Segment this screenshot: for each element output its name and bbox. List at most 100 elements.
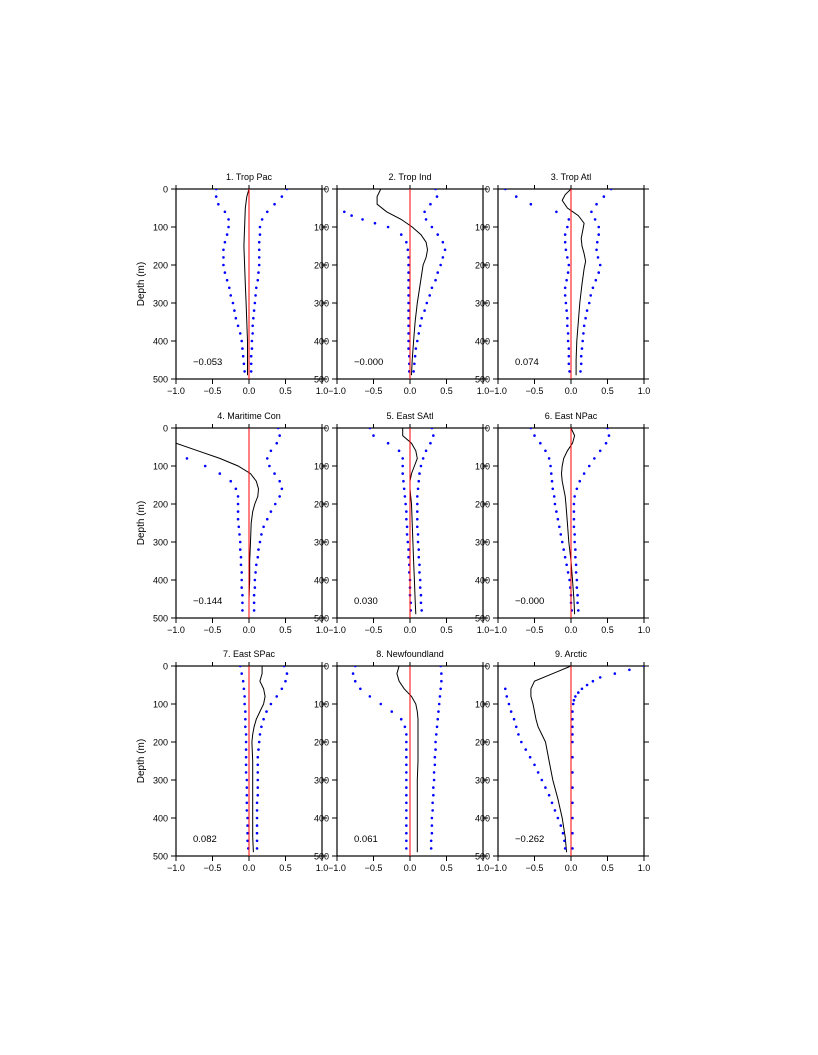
data-point xyxy=(244,771,248,774)
data-point xyxy=(574,695,577,698)
data-point xyxy=(628,668,631,672)
y-tick-label: 200 xyxy=(314,261,329,271)
data-point xyxy=(405,755,408,759)
x-tick-label: 0.5 xyxy=(440,625,453,635)
data-point xyxy=(407,301,410,305)
data-point xyxy=(597,271,601,274)
data-point xyxy=(407,339,410,343)
data-point xyxy=(225,278,229,282)
data-point xyxy=(419,601,423,605)
data-point xyxy=(443,248,447,252)
data-point xyxy=(405,510,408,513)
y-tick-label: 200 xyxy=(153,738,168,748)
y-tick-label: 0 xyxy=(163,424,168,434)
data-point xyxy=(572,525,576,529)
data-point xyxy=(405,733,408,736)
x-tick-label: 1.0 xyxy=(477,863,490,873)
data-point xyxy=(249,362,253,366)
data-point xyxy=(252,601,256,605)
x-tick-label: 1.0 xyxy=(638,863,651,873)
data-point xyxy=(217,202,220,206)
data-point xyxy=(241,347,244,350)
x-tick-label: 1.0 xyxy=(316,625,329,635)
correlation-value: 0.082 xyxy=(193,834,217,845)
data-point xyxy=(244,710,247,713)
data-point xyxy=(256,763,260,767)
x-tick-label: 1.0 xyxy=(477,625,490,635)
data-point xyxy=(257,240,261,244)
data-point xyxy=(241,679,245,683)
data-point xyxy=(257,271,260,274)
y-tick-label: 500 xyxy=(153,852,168,862)
data-point xyxy=(278,479,281,483)
x-tick-label: −1.0 xyxy=(328,386,346,396)
data-point xyxy=(265,710,268,713)
data-point xyxy=(430,225,434,229)
data-point xyxy=(276,428,280,430)
data-point xyxy=(571,771,574,774)
data-point xyxy=(245,793,249,797)
y-tick-label: 100 xyxy=(153,462,168,472)
data-point xyxy=(246,824,249,827)
data-point xyxy=(431,809,434,812)
data-point xyxy=(536,771,540,774)
data-point xyxy=(405,847,408,850)
data-point xyxy=(238,332,242,335)
data-point xyxy=(418,586,422,589)
data-point xyxy=(514,195,518,198)
data-point xyxy=(258,225,262,229)
data-point xyxy=(549,464,552,468)
series-line xyxy=(561,189,587,376)
data-point xyxy=(386,225,390,229)
data-point xyxy=(429,202,432,206)
x-tick-label: −0.5 xyxy=(204,863,222,873)
data-point xyxy=(593,457,596,460)
data-point xyxy=(254,563,258,567)
x-tick-label: 0.5 xyxy=(279,625,292,635)
data-point xyxy=(416,517,419,521)
data-point xyxy=(571,801,574,805)
data-point xyxy=(436,717,440,721)
data-point xyxy=(441,240,445,244)
y-tick-label: 400 xyxy=(153,576,168,586)
data-point xyxy=(222,248,225,252)
data-point xyxy=(418,472,421,475)
data-point xyxy=(529,202,533,206)
chart-panel-4: 4. Maritime Con −1.0 −0.5 0.0 0.5 1.0 0 100 200 3… xyxy=(136,411,328,635)
data-point xyxy=(241,354,245,358)
y-tick-label: 300 xyxy=(475,299,490,309)
data-point xyxy=(258,233,262,236)
data-point xyxy=(597,225,601,229)
data-point xyxy=(565,309,568,312)
data-point xyxy=(432,778,436,782)
data-point xyxy=(405,786,408,789)
data-point xyxy=(434,748,437,751)
correlation-value: −0.262 xyxy=(515,834,544,845)
data-point xyxy=(575,487,579,491)
data-point xyxy=(203,464,207,468)
data-point xyxy=(607,434,611,437)
data-point xyxy=(390,710,394,713)
data-point xyxy=(504,687,507,691)
y-tick-label: 100 xyxy=(314,223,329,233)
data-point xyxy=(405,793,408,797)
data-point xyxy=(439,687,442,691)
data-point xyxy=(549,472,553,475)
data-point xyxy=(416,487,420,491)
data-point xyxy=(572,517,576,521)
data-point xyxy=(504,189,507,191)
x-tick-label: −1.0 xyxy=(489,386,507,396)
data-point xyxy=(214,189,218,191)
data-point xyxy=(236,502,240,506)
x-tick-label: −0.5 xyxy=(204,625,222,635)
data-point xyxy=(405,525,409,529)
data-point xyxy=(591,679,595,683)
data-point xyxy=(257,263,261,267)
data-point xyxy=(399,717,403,721)
data-point xyxy=(372,434,375,437)
data-point xyxy=(420,609,423,612)
data-point xyxy=(240,578,243,582)
data-point xyxy=(579,362,583,366)
data-point xyxy=(416,533,420,536)
y-tick-label: 300 xyxy=(314,299,329,309)
